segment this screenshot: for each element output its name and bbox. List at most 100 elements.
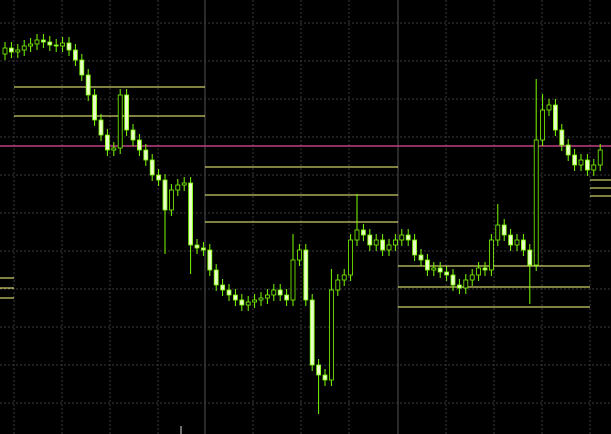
candle [360, 224, 366, 241]
candle-body [271, 289, 277, 296]
candle-body [431, 267, 437, 271]
candle-body [328, 289, 334, 381]
candle-body [181, 182, 187, 186]
candle-body [559, 129, 565, 146]
candle-body [354, 229, 360, 241]
candle [284, 289, 290, 306]
candle-body [130, 129, 136, 141]
candle [21, 40, 27, 56]
candle [136, 134, 142, 156]
candle-body [469, 274, 475, 281]
candle-body [136, 139, 142, 151]
candle [572, 149, 577, 171]
candle [79, 54, 85, 81]
candle [559, 124, 565, 151]
vertical-grid [13, 0, 591, 434]
candle [271, 284, 277, 301]
candle-body [232, 294, 238, 301]
candle [111, 142, 117, 156]
candle-body [296, 249, 302, 261]
candle [444, 266, 450, 281]
candle [514, 234, 520, 251]
candle-body [316, 364, 322, 376]
candle [437, 262, 443, 278]
candle-body [444, 271, 450, 276]
candle-body [450, 274, 456, 286]
candle-body [277, 289, 283, 296]
candle-body [53, 44, 59, 47]
candle-body [508, 234, 514, 246]
candle-body [79, 59, 85, 76]
candle-body [92, 94, 97, 121]
candle [501, 219, 507, 241]
candle-body [553, 104, 558, 131]
candle-body [521, 239, 526, 251]
candle [232, 289, 238, 306]
candle-body [188, 182, 194, 246]
candle [463, 274, 469, 294]
candle-body [239, 299, 245, 306]
candle-body [348, 239, 354, 276]
candle [424, 254, 430, 276]
candle-body [162, 179, 168, 211]
candle [495, 204, 501, 246]
candle [578, 154, 584, 171]
candle-body [60, 42, 65, 47]
candle-body [143, 149, 149, 161]
candle-body [476, 267, 482, 276]
candle-body [66, 42, 72, 51]
candle [508, 229, 514, 251]
candle-body [220, 284, 226, 291]
candle-body [495, 224, 501, 241]
candle-body [380, 239, 386, 251]
candle-body [290, 259, 296, 301]
candle [245, 296, 251, 311]
candle-body [168, 189, 174, 211]
candle-body [456, 284, 462, 289]
candle-body [322, 374, 328, 381]
candle [533, 79, 539, 271]
candle [85, 69, 91, 101]
candle-body [200, 247, 206, 251]
candle [117, 89, 123, 154]
candle [341, 269, 347, 286]
candle [309, 294, 315, 371]
candle [367, 229, 373, 251]
candle-body [424, 259, 430, 271]
candle-body [399, 234, 405, 241]
candle [469, 269, 475, 286]
candle [527, 244, 533, 304]
candle [239, 294, 245, 311]
candle-body [597, 149, 603, 166]
candle [328, 269, 334, 386]
candle [41, 34, 46, 48]
candle-body [2, 47, 8, 55]
candle-body [194, 244, 200, 249]
candle [175, 179, 181, 196]
candle-body [252, 299, 258, 303]
candle [130, 124, 136, 146]
candle [392, 234, 398, 251]
candle-body [463, 279, 469, 289]
candle-body [386, 244, 392, 251]
candle-body [437, 267, 443, 273]
candle [149, 154, 155, 181]
candle [168, 184, 174, 216]
candle-body [28, 43, 34, 47]
candle [264, 289, 270, 304]
candle-body [527, 249, 533, 266]
candle-body [405, 234, 411, 241]
candle [207, 244, 213, 276]
candle-body [226, 289, 232, 296]
candle-body [533, 139, 539, 266]
candle-body [207, 249, 213, 271]
candle [546, 99, 552, 116]
candle [258, 292, 264, 306]
candle-body [335, 279, 341, 291]
candle [252, 294, 258, 308]
candle-body [41, 39, 46, 43]
candle-body [540, 109, 545, 141]
candle [8, 42, 14, 58]
candle [322, 369, 328, 386]
candle-body [546, 104, 552, 111]
